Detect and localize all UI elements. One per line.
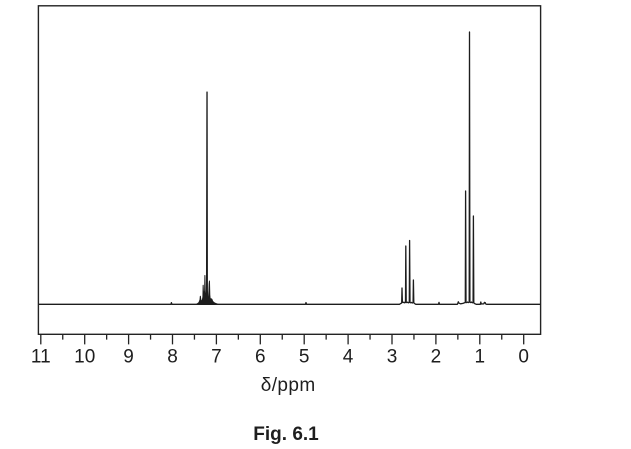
svg-text:0: 0 [518,347,529,368]
svg-text:9: 9 [123,347,134,368]
svg-text:3: 3 [387,347,398,368]
svg-text:10: 10 [74,347,95,368]
svg-text:11: 11 [31,347,51,368]
svg-text:δ/ppm: δ/ppm [261,375,316,396]
svg-text:7: 7 [211,347,222,368]
svg-text:1: 1 [475,347,486,368]
svg-text:4: 4 [343,347,354,368]
svg-text:Fig. 6.1: Fig. 6.1 [253,424,319,445]
svg-text:8: 8 [167,347,178,368]
svg-text:2: 2 [431,347,442,368]
svg-text:6: 6 [255,347,266,368]
svg-text:5: 5 [299,347,310,368]
